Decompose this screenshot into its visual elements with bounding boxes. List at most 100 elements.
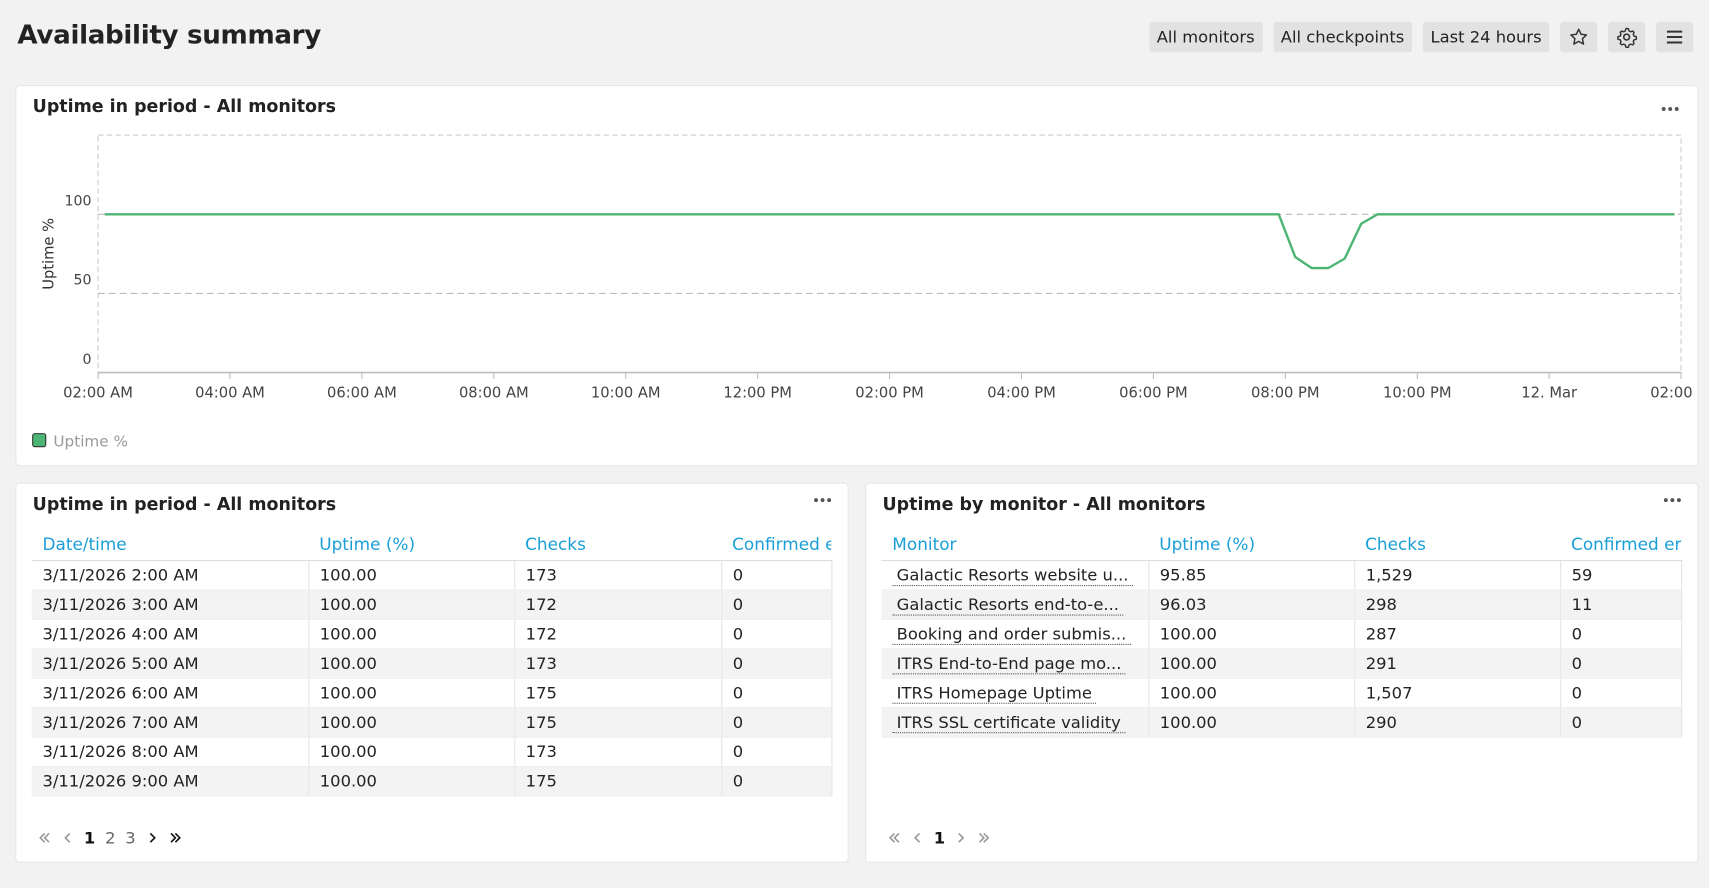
table-cell: 3/11/2026 4:00 AM bbox=[31, 619, 309, 650]
panel-menu[interactable] bbox=[813, 497, 833, 504]
next-page[interactable] bbox=[955, 831, 968, 844]
table-panel: Uptime by monitor - All monitors Monitor U… bbox=[865, 482, 1699, 863]
monitor-link[interactable]: ITRS SSL certificate validity bbox=[892, 712, 1126, 734]
first-page[interactable] bbox=[888, 831, 901, 844]
table-row: ITRS End-to-End page mo... 100.00 291 0 bbox=[881, 648, 1682, 679]
monitor-link[interactable]: ITRS Homepage Uptime bbox=[892, 683, 1097, 704]
dot bbox=[1670, 498, 1675, 503]
table-cell: 287 bbox=[1354, 619, 1561, 650]
column-header[interactable]: Checks bbox=[514, 529, 722, 562]
filter-button[interactable]: All checkpoints bbox=[1273, 21, 1412, 53]
column-header[interactable]: Monitor bbox=[881, 529, 1149, 562]
table-cell: 172 bbox=[514, 619, 722, 650]
x-tick-label: 04:00 PM bbox=[987, 385, 1056, 402]
table-cell: 1,507 bbox=[1354, 678, 1561, 709]
monitor-link[interactable]: Galactic Resorts end-to-e... bbox=[892, 595, 1124, 616]
table-cell: 0 bbox=[1560, 678, 1682, 709]
page-number[interactable]: 1 bbox=[933, 828, 946, 848]
table-cell: 3/11/2026 5:00 AM bbox=[31, 648, 309, 679]
table-cell: 0 bbox=[721, 619, 832, 650]
filter-button[interactable]: Last 24 hours bbox=[1422, 21, 1550, 53]
table-cell: ITRS SSL certificate validity bbox=[881, 707, 1149, 738]
table-cell: 3/11/2026 3:00 AM bbox=[31, 589, 309, 620]
y-tick-label: 50 bbox=[74, 273, 92, 289]
table-cell: 100.00 bbox=[308, 766, 515, 797]
column-header[interactable]: Checks bbox=[1354, 529, 1561, 562]
monitor-link[interactable]: Booking and order submis... bbox=[892, 624, 1131, 645]
table-row: 3/11/2026 3:00 AM 100.00 172 0 bbox=[31, 589, 832, 620]
table-cell: 100.00 bbox=[1148, 619, 1355, 650]
legend-label[interactable]: Uptime % bbox=[53, 433, 128, 451]
table-cell: 100.00 bbox=[308, 619, 515, 650]
table-cell: 96.03 bbox=[1148, 589, 1355, 620]
monitor-link[interactable]: ITRS End-to-End page mo... bbox=[892, 654, 1126, 675]
favorite-button[interactable] bbox=[1560, 21, 1598, 53]
panel-menu[interactable] bbox=[1661, 106, 1679, 111]
x-tick-label: 02:00 PM bbox=[855, 385, 924, 402]
column-header[interactable]: Confirmed er bbox=[721, 529, 832, 562]
column-header[interactable]: Uptime (%) bbox=[308, 529, 515, 562]
toolbar: All monitors All checkpoints Last 24 hou… bbox=[1149, 21, 1694, 53]
x-tick-label: 06:00 AM bbox=[327, 385, 397, 402]
page-number[interactable]: 1 bbox=[83, 828, 96, 848]
table-row: Booking and order submis... 100.00 287 0 bbox=[881, 619, 1682, 650]
dot bbox=[820, 498, 825, 503]
table-cell: 175 bbox=[514, 766, 722, 797]
dot bbox=[814, 498, 818, 503]
table-cell: 0 bbox=[721, 737, 832, 768]
filter-button[interactable]: All monitors bbox=[1149, 21, 1263, 53]
table-cell: 3/11/2026 8:00 AM bbox=[31, 737, 309, 768]
table-row: 3/11/2026 8:00 AM 100.00 173 0 bbox=[31, 737, 832, 768]
first-page[interactable] bbox=[38, 831, 51, 844]
table-cell: Galactic Resorts end-to-e... bbox=[881, 589, 1149, 620]
table-cell: 175 bbox=[514, 707, 722, 738]
chevron bbox=[888, 832, 900, 843]
table-row: 3/11/2026 9:00 AM 100.00 175 0 bbox=[31, 766, 832, 797]
table-row: 3/11/2026 4:00 AM 100.00 172 0 bbox=[31, 619, 832, 650]
table-cell: 3/11/2026 6:00 AM bbox=[31, 678, 309, 709]
settings-button[interactable] bbox=[1608, 21, 1646, 53]
x-tick-label: 06:00 PM bbox=[1119, 385, 1188, 402]
table-cell: ITRS End-to-End page mo... bbox=[881, 648, 1149, 679]
page-number[interactable]: 3 bbox=[125, 828, 136, 848]
next-page[interactable] bbox=[145, 831, 158, 844]
prev-page[interactable] bbox=[61, 831, 74, 844]
table-row: ITRS Homepage Uptime 100.00 1,507 0 bbox=[881, 678, 1682, 709]
column-header[interactable]: Date/time bbox=[31, 529, 309, 562]
page-number[interactable]: 2 bbox=[105, 828, 116, 848]
panel-menu[interactable] bbox=[1663, 497, 1683, 504]
table-cell: 100.00 bbox=[308, 648, 515, 679]
last-page[interactable] bbox=[168, 831, 181, 844]
table-cell: 290 bbox=[1354, 707, 1561, 738]
column-header[interactable]: Confirmed er bbox=[1560, 529, 1682, 562]
y-axis-label: Uptime % bbox=[40, 218, 57, 290]
table-cell: 173 bbox=[514, 737, 722, 768]
table-cell: 100.00 bbox=[308, 737, 515, 768]
table-cell: 0 bbox=[721, 560, 832, 591]
table-row: Galactic Resorts website u... 95.85 1,529 5… bbox=[881, 560, 1682, 591]
menu-button[interactable] bbox=[1656, 21, 1694, 53]
last-page[interactable] bbox=[978, 831, 991, 844]
table-cell: 172 bbox=[514, 589, 722, 620]
x-tick-label: 12:00 PM bbox=[723, 385, 792, 402]
chevron bbox=[169, 832, 181, 843]
table-cell: 1,529 bbox=[1354, 560, 1561, 591]
x-tick-label: 10:00 PM bbox=[1383, 385, 1452, 402]
chevron bbox=[979, 832, 990, 843]
menu-icon bbox=[1666, 30, 1683, 44]
table-cell: 173 bbox=[514, 648, 722, 679]
pager: 1 bbox=[888, 828, 991, 848]
monitor-link[interactable]: Galactic Resorts website u... bbox=[892, 565, 1133, 587]
column-header[interactable]: Uptime (%) bbox=[1148, 529, 1355, 562]
prev-page[interactable] bbox=[911, 831, 924, 844]
x-tick-label: 12. Mar bbox=[1521, 385, 1578, 402]
table-cell: 0 bbox=[721, 766, 832, 797]
table-cell: Galactic Resorts website u... bbox=[881, 560, 1149, 591]
x-tick-label: 02:00 … bbox=[1650, 385, 1697, 402]
header-row: Monitor Uptime (%) Checks Confirmed er bbox=[881, 529, 1682, 562]
table-cell: ITRS Homepage Uptime bbox=[881, 678, 1149, 709]
